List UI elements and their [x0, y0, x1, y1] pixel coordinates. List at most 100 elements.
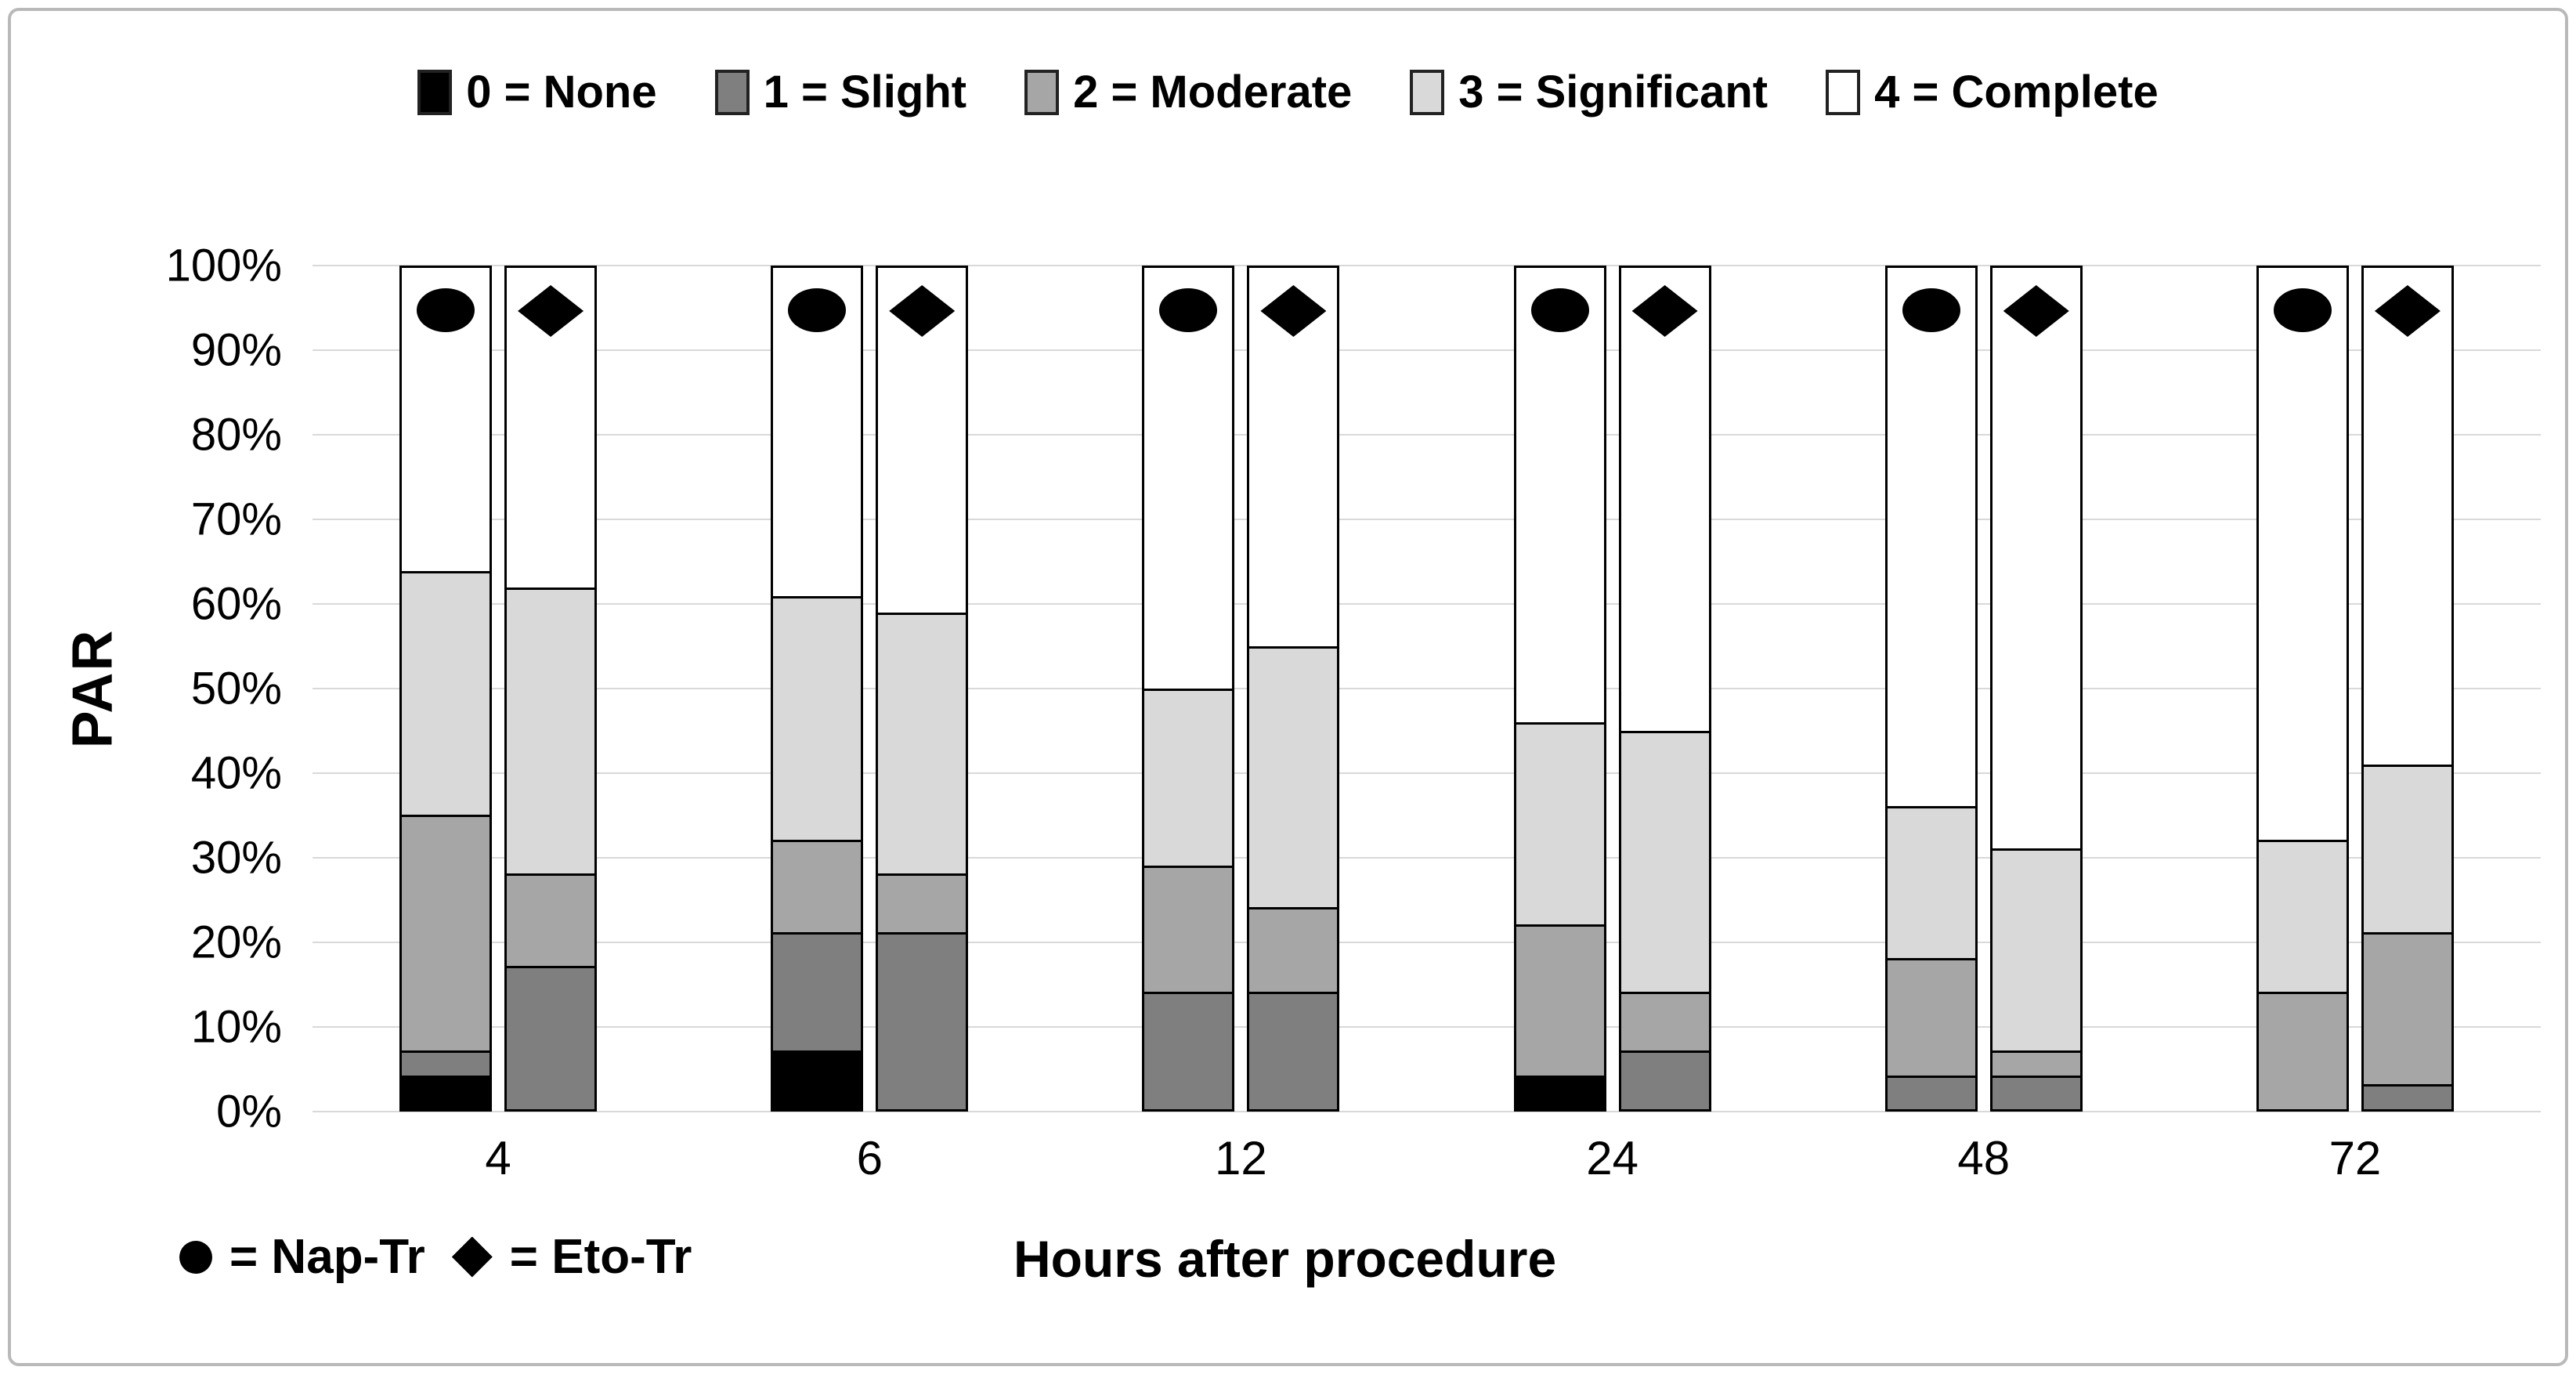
- gridline: [313, 519, 2541, 520]
- segment-significant: [878, 613, 966, 874]
- stacked-bar-nap-tr-hour-72: [2256, 266, 2349, 1112]
- y-tick-label: 60%: [190, 578, 282, 630]
- segment-moderate: [507, 873, 595, 967]
- segment-slight: [1144, 991, 1233, 1109]
- segment-significant: [2363, 764, 2451, 933]
- circle-icon: [179, 1240, 212, 1274]
- nap-tr-circle-icon: [1159, 288, 1218, 332]
- y-tick-label: 20%: [190, 917, 282, 968]
- marker-legend-item-nap-tr: = Nap-Tr: [179, 1229, 425, 1285]
- segment-significant: [1887, 806, 1975, 958]
- nap-tr-circle-icon: [788, 288, 847, 332]
- y-tick-label: 100%: [165, 240, 282, 291]
- x-axis-tick-labels: 4 6 12 24 48 72: [313, 1131, 2541, 1185]
- marker-legend-item-eto-tr: = Eto-Tr: [451, 1229, 692, 1285]
- legend-item-level-3: 3 = Significant: [1410, 66, 1768, 118]
- segment-moderate: [1249, 907, 1338, 992]
- gridline: [313, 857, 2541, 859]
- x-tick-label-4: 4: [485, 1132, 511, 1184]
- segment-moderate: [878, 873, 966, 933]
- bottom-row: = Nap-Tr = Eto-Tr Hours after procedure: [11, 1229, 2565, 1315]
- x-tick-label-12: 12: [1215, 1132, 1267, 1184]
- y-tick-label: 80%: [190, 409, 282, 461]
- nap-tr-circle-icon: [1530, 288, 1589, 332]
- marker-legend-label: = Eto-Tr: [509, 1230, 692, 1284]
- segment-significant: [507, 588, 595, 874]
- legend-swatch-icon: [1024, 69, 1060, 115]
- bar-group-hour-6: [684, 266, 1055, 1112]
- stacked-bar-nap-tr-hour-48: [1884, 266, 1978, 1112]
- stacked-bar-chart-figure: 0 = None 1 = Slight 2 = Moderate 3 = Signif…: [8, 8, 2568, 1366]
- stacked-bar-nap-tr-hour-24: [1513, 266, 1606, 1112]
- x-tick-label-24: 24: [1586, 1132, 1638, 1184]
- y-axis-tick-labels: 100% 90% 80% 70% 60% 50% 40% 30% 20% 10% 0%: [11, 240, 293, 1137]
- segment-none: [402, 1076, 490, 1109]
- stacked-bar-nap-tr-hour-12: [1142, 266, 1235, 1112]
- segment-significant: [773, 595, 862, 841]
- diamond-icon: [451, 1236, 493, 1278]
- segment-moderate: [1887, 957, 1975, 1076]
- legend-label: 3 = Significant: [1458, 67, 1769, 118]
- y-tick-label: 40%: [190, 747, 282, 799]
- segment-slight: [2363, 1083, 2451, 1109]
- stacked-bar-eto-tr-hour-24: [1618, 266, 1711, 1112]
- x-tick-label-48: 48: [1957, 1132, 2011, 1184]
- legend-item-level-2: 2 = Moderate: [1024, 66, 1352, 118]
- gridline: [313, 603, 2541, 605]
- segment-slight: [773, 932, 862, 1050]
- legend-label: 1 = Slight: [763, 67, 967, 118]
- nap-tr-circle-icon: [2273, 288, 2332, 332]
- stacked-bar-eto-tr-hour-72: [2361, 266, 2454, 1112]
- x-axis-title: Hours after procedure: [1013, 1230, 1557, 1288]
- bar-groups: [313, 266, 2541, 1112]
- y-tick-label: 70%: [190, 494, 282, 545]
- segment-slight: [1992, 1076, 2080, 1109]
- x-tick-label-72: 72: [2329, 1132, 2382, 1184]
- legend-label: 0 = None: [466, 67, 657, 118]
- segment-none: [1516, 1076, 1604, 1109]
- nap-tr-circle-icon: [417, 288, 475, 332]
- y-tick-label: 30%: [190, 832, 282, 884]
- segment-slight: [1620, 1050, 1709, 1109]
- bar-group-hour-48: [1798, 266, 2170, 1112]
- segment-complete: [1887, 268, 1975, 807]
- segment-slight: [402, 1050, 490, 1076]
- segment-significant: [2258, 840, 2347, 992]
- segment-complete: [1620, 268, 1709, 731]
- legend-swatch-icon: [1826, 69, 1861, 115]
- segment-moderate: [773, 840, 862, 933]
- segment-slight: [1887, 1076, 1975, 1109]
- y-tick-label: 50%: [190, 663, 282, 714]
- segment-moderate: [1992, 1050, 2080, 1076]
- legend-label: 2 = Moderate: [1073, 67, 1353, 118]
- bar-group-hour-12: [1055, 266, 1426, 1112]
- segment-moderate: [1620, 991, 1709, 1050]
- legend-item-level-0: 0 = None: [417, 66, 657, 118]
- stacked-bar-eto-tr-hour-6: [876, 266, 969, 1112]
- segment-complete: [2363, 268, 2451, 765]
- bar-group-hour-72: [2170, 266, 2541, 1112]
- segment-significant: [1516, 721, 1604, 924]
- y-tick-label: 0%: [216, 1086, 282, 1137]
- legend-item-level-1: 1 = Slight: [714, 66, 967, 118]
- y-tick-label: 90%: [190, 324, 282, 376]
- segment-significant: [1249, 646, 1338, 908]
- stacked-bar-eto-tr-hour-48: [1989, 266, 2083, 1112]
- segment-significant: [1620, 730, 1709, 992]
- gridline: [313, 688, 2541, 689]
- legend-swatch-icon: [714, 69, 750, 115]
- segment-slight: [507, 966, 595, 1109]
- segment-significant: [1992, 848, 2080, 1050]
- legend-swatch-icon: [417, 69, 453, 115]
- bar-group-hour-4: [313, 266, 684, 1112]
- marker-legend-label: = Nap-Tr: [229, 1230, 425, 1284]
- y-tick-label: 10%: [190, 1001, 282, 1053]
- legend-item-level-4: 4 = Complete: [1826, 66, 2159, 118]
- gridline: [313, 1026, 2541, 1028]
- x-tick-label-6: 6: [856, 1132, 883, 1184]
- gridline: [313, 265, 2541, 266]
- segment-complete: [1516, 268, 1604, 722]
- bar-group-hour-24: [1427, 266, 1798, 1112]
- gridline: [313, 942, 2541, 943]
- segment-complete: [1992, 268, 2080, 849]
